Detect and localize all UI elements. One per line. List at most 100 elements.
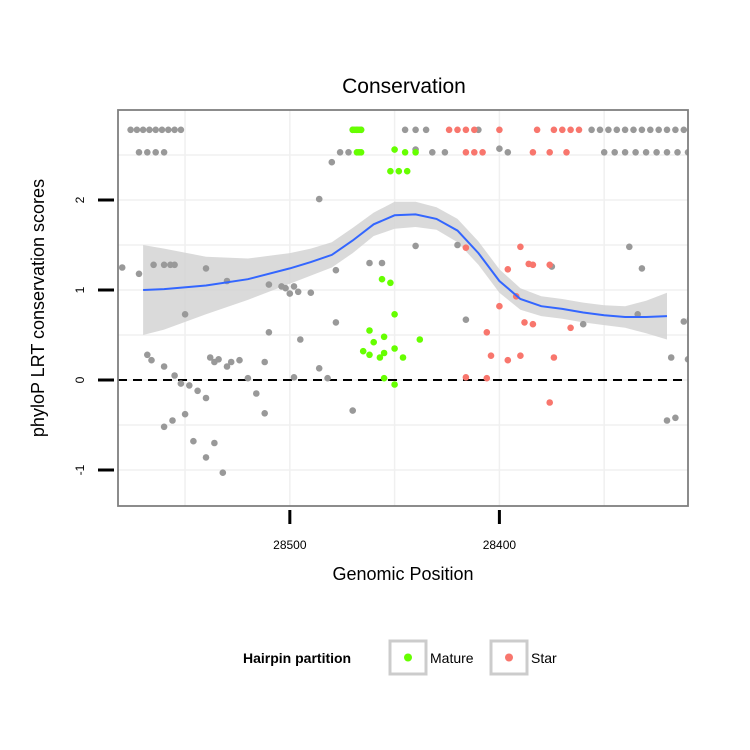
x-axis: 28500 28400 — [273, 510, 516, 552]
point-other — [702, 233, 709, 240]
point-star — [533, 126, 541, 134]
point-other — [714, 127, 721, 134]
point-mature — [349, 126, 357, 134]
point-mature — [380, 333, 388, 341]
point-mature — [378, 275, 386, 283]
point-other — [706, 149, 713, 156]
point-other — [626, 243, 633, 251]
point-other — [244, 374, 252, 382]
point-other — [202, 394, 210, 402]
point-other — [190, 437, 197, 445]
point-star — [567, 126, 574, 134]
point-other — [695, 149, 702, 156]
point-other — [315, 365, 323, 372]
legend-swatch-mature — [404, 653, 412, 662]
point-mature — [366, 327, 373, 334]
point-mature — [387, 279, 394, 287]
point-star — [462, 126, 470, 134]
point-other — [429, 149, 436, 156]
point-other — [621, 149, 629, 156]
point-other — [727, 336, 734, 343]
x-axis-label: Genomic Position — [332, 564, 473, 584]
point-other — [135, 270, 143, 278]
point-other — [160, 149, 168, 156]
point-star — [517, 243, 524, 251]
point-mature — [399, 354, 407, 361]
point-other — [647, 126, 654, 134]
point-other — [332, 266, 340, 274]
point-other — [504, 149, 512, 156]
point-star — [550, 354, 558, 361]
legend-label-star: Star — [531, 650, 557, 666]
point-other — [211, 439, 218, 447]
point-other — [634, 311, 641, 318]
point-other — [727, 149, 734, 156]
point-other — [611, 149, 618, 156]
point-other — [345, 149, 352, 156]
point-other — [600, 149, 608, 156]
point-other — [613, 126, 621, 134]
point-other — [663, 149, 671, 156]
point-other — [219, 469, 227, 477]
point-other — [706, 399, 713, 406]
point-other — [328, 158, 336, 166]
point-other — [160, 423, 168, 431]
point-other — [133, 126, 141, 134]
legend-title: Hairpin partition — [243, 650, 351, 666]
point-other — [412, 242, 419, 250]
point-other — [139, 126, 147, 134]
point-other — [378, 259, 386, 267]
point-other — [718, 343, 725, 350]
point-star — [546, 261, 553, 269]
point-other — [722, 127, 729, 134]
point-other — [324, 374, 331, 382]
point-mature — [353, 149, 361, 156]
point-mature — [401, 149, 409, 156]
point-other — [672, 126, 679, 134]
point-star — [487, 352, 495, 360]
point-star — [504, 356, 512, 364]
point-other — [689, 127, 696, 134]
y-tick-label: 1 — [73, 286, 87, 293]
point-other — [680, 126, 688, 134]
point-other — [127, 126, 134, 134]
point-star — [546, 149, 553, 156]
point-star — [529, 261, 537, 269]
point-star — [496, 302, 503, 310]
point-other — [727, 269, 734, 276]
point-mature — [391, 381, 398, 388]
plot-panel — [117, 109, 738, 507]
point-mature — [412, 149, 419, 156]
point-other — [680, 318, 688, 325]
point-other — [731, 127, 738, 134]
y-axis-label: phyloP LRT conservation scores — [28, 179, 48, 437]
point-other — [186, 382, 193, 389]
point-other — [315, 195, 323, 203]
smooth-trend-line — [143, 213, 668, 318]
point-other — [689, 233, 696, 240]
point-star — [504, 266, 512, 273]
point-star — [575, 126, 583, 134]
point-other — [144, 149, 151, 156]
point-mature — [391, 311, 398, 318]
legend-entry-star: Star — [489, 639, 557, 676]
point-other — [714, 397, 721, 404]
point-star — [471, 149, 478, 156]
point-star — [550, 126, 558, 134]
y-tick-label: 0 — [73, 376, 87, 383]
point-mature — [380, 349, 388, 357]
point-star — [471, 126, 478, 134]
point-mature — [391, 146, 398, 153]
point-other — [265, 329, 273, 336]
point-other — [336, 149, 344, 156]
point-star — [445, 126, 453, 134]
point-mature — [376, 354, 384, 361]
x-tick-label: 28400 — [483, 538, 517, 552]
point-other — [206, 354, 214, 361]
point-mature — [395, 167, 403, 175]
legend: Hairpin partition Mature Star — [243, 639, 557, 676]
point-other — [265, 281, 273, 288]
point-other — [401, 126, 409, 134]
point-other — [702, 406, 709, 413]
legend-swatch-star — [505, 653, 513, 662]
